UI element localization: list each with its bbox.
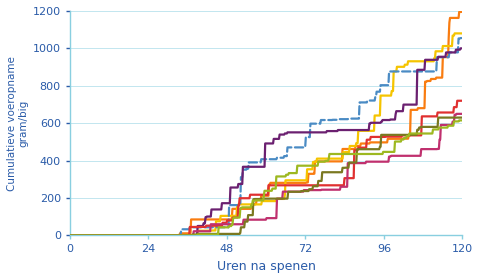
X-axis label: Uren na spenen: Uren na spenen bbox=[217, 260, 316, 273]
Y-axis label: Cumulatieve voeropname
gram/big: Cumulatieve voeropname gram/big bbox=[7, 56, 28, 191]
